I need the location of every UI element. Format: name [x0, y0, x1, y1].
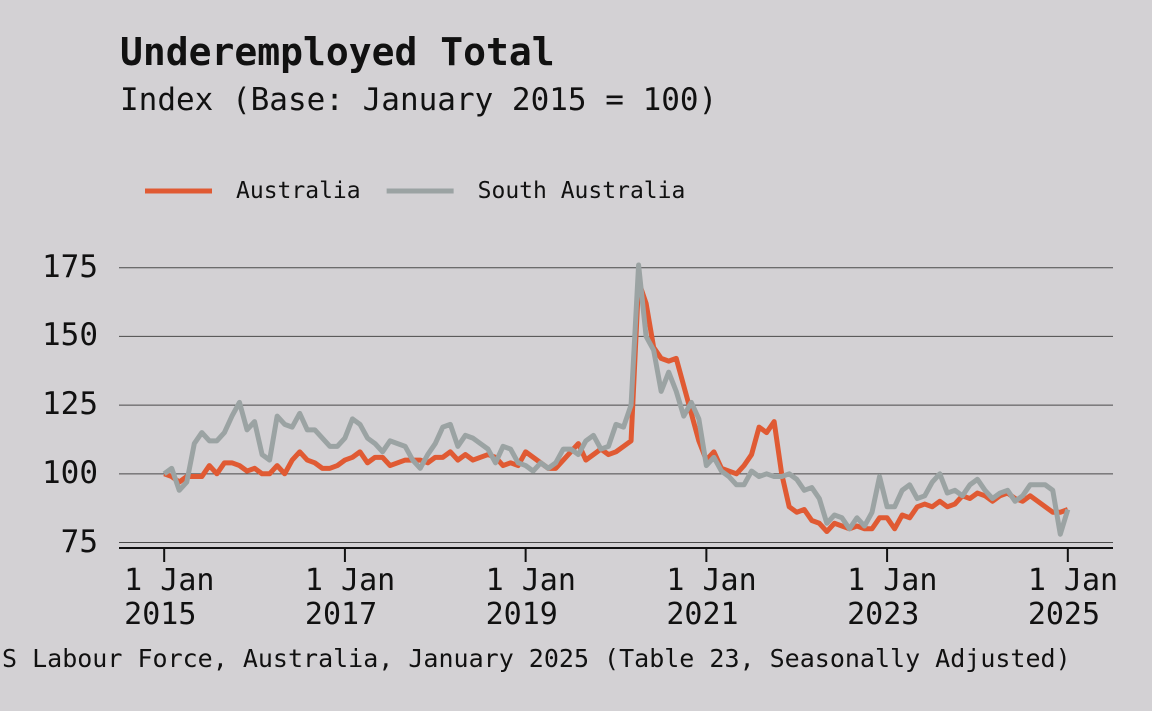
legend-label: Australia [236, 178, 361, 204]
x-tick-label: 1 Jan 2019 [485, 563, 576, 632]
chart-title: Underemployed Total [120, 30, 555, 74]
y-tick-label: 125 [42, 386, 98, 423]
x-tick-label: 1 Jan 2025 [1027, 563, 1119, 632]
chart-subtitle: Index (Base: January 2015 = 100) [120, 82, 718, 118]
x-tick-label: 1 Jan 2021 [666, 563, 757, 632]
series-line [162, 262, 1071, 537]
source-note: S Labour Force, Australia, January 2025 … [2, 644, 1071, 673]
x-tick-label: 1 Jan 2017 [304, 563, 396, 632]
y-tick-label: 175 [42, 248, 98, 285]
y-tick-label: 100 [42, 454, 98, 491]
series-line [163, 278, 1069, 535]
y-tick-label: 75 [60, 523, 98, 560]
x-tick-label: 1 Jan 2015 [124, 563, 215, 632]
y-tick-label: 150 [42, 317, 98, 354]
x-tick-label: 1 Jan 2023 [847, 563, 938, 632]
legend-label: South Australia [477, 178, 686, 204]
